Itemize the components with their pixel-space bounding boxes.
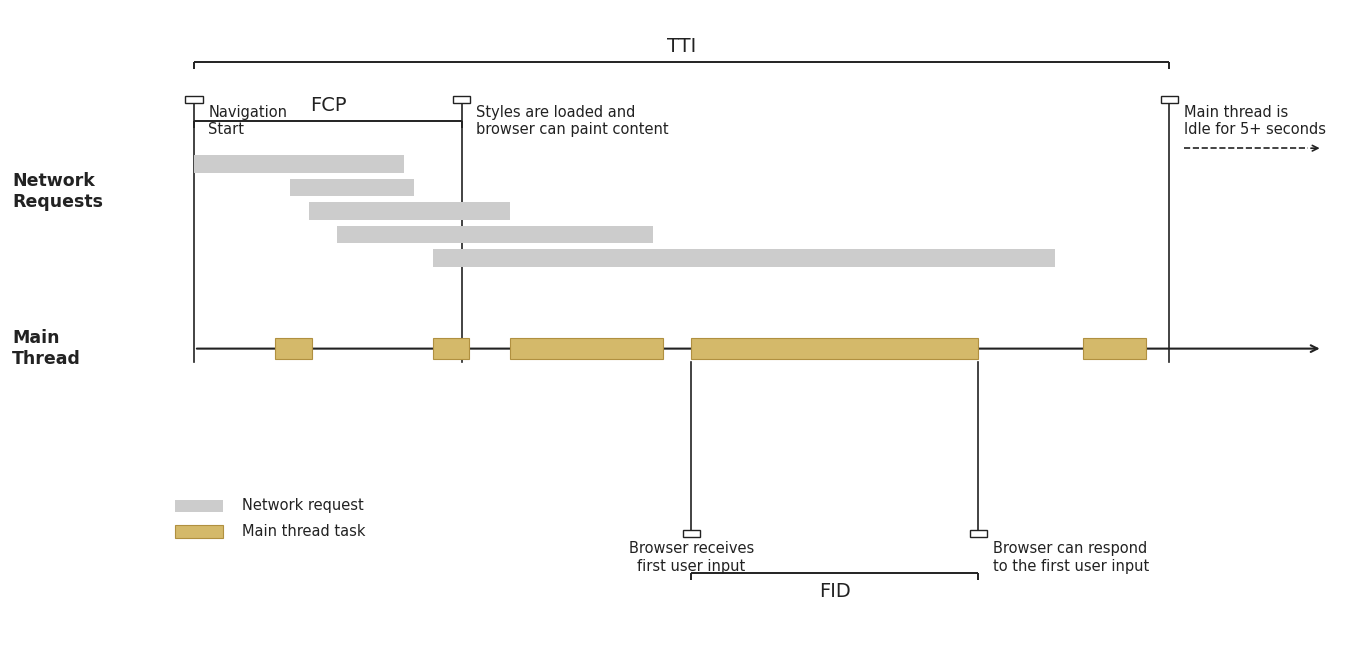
Bar — [193, 155, 405, 173]
Bar — [338, 226, 652, 243]
Bar — [174, 525, 223, 538]
Text: Network
Requests: Network Requests — [12, 172, 104, 211]
Bar — [275, 338, 312, 360]
Bar — [433, 249, 1054, 267]
Bar — [433, 338, 470, 360]
Text: Main
Thread: Main Thread — [12, 329, 82, 368]
Bar — [509, 338, 663, 360]
Bar — [692, 338, 978, 360]
Bar — [1083, 338, 1145, 360]
Bar — [174, 500, 223, 512]
Text: Browser can respond
to the first user input: Browser can respond to the first user in… — [993, 541, 1148, 574]
Text: Main thread is
Idle for 5+ seconds: Main thread is Idle for 5+ seconds — [1184, 105, 1325, 137]
Bar — [1160, 95, 1178, 103]
Text: TTI: TTI — [667, 37, 696, 56]
Text: FCP: FCP — [309, 95, 346, 115]
Text: Main thread task: Main thread task — [242, 524, 365, 539]
Text: Styles are loaded and
browser can paint content: Styles are loaded and browser can paint … — [477, 105, 669, 137]
Text: Network request: Network request — [242, 498, 364, 513]
Bar — [290, 179, 414, 196]
Bar — [454, 95, 470, 103]
Text: Navigation
Start: Navigation Start — [208, 105, 287, 137]
Text: Browser receives
first user input: Browser receives first user input — [629, 541, 755, 574]
Bar — [970, 530, 987, 537]
Bar — [309, 202, 509, 220]
Bar — [185, 95, 203, 103]
Bar — [682, 530, 700, 537]
Text: FID: FID — [819, 583, 851, 602]
